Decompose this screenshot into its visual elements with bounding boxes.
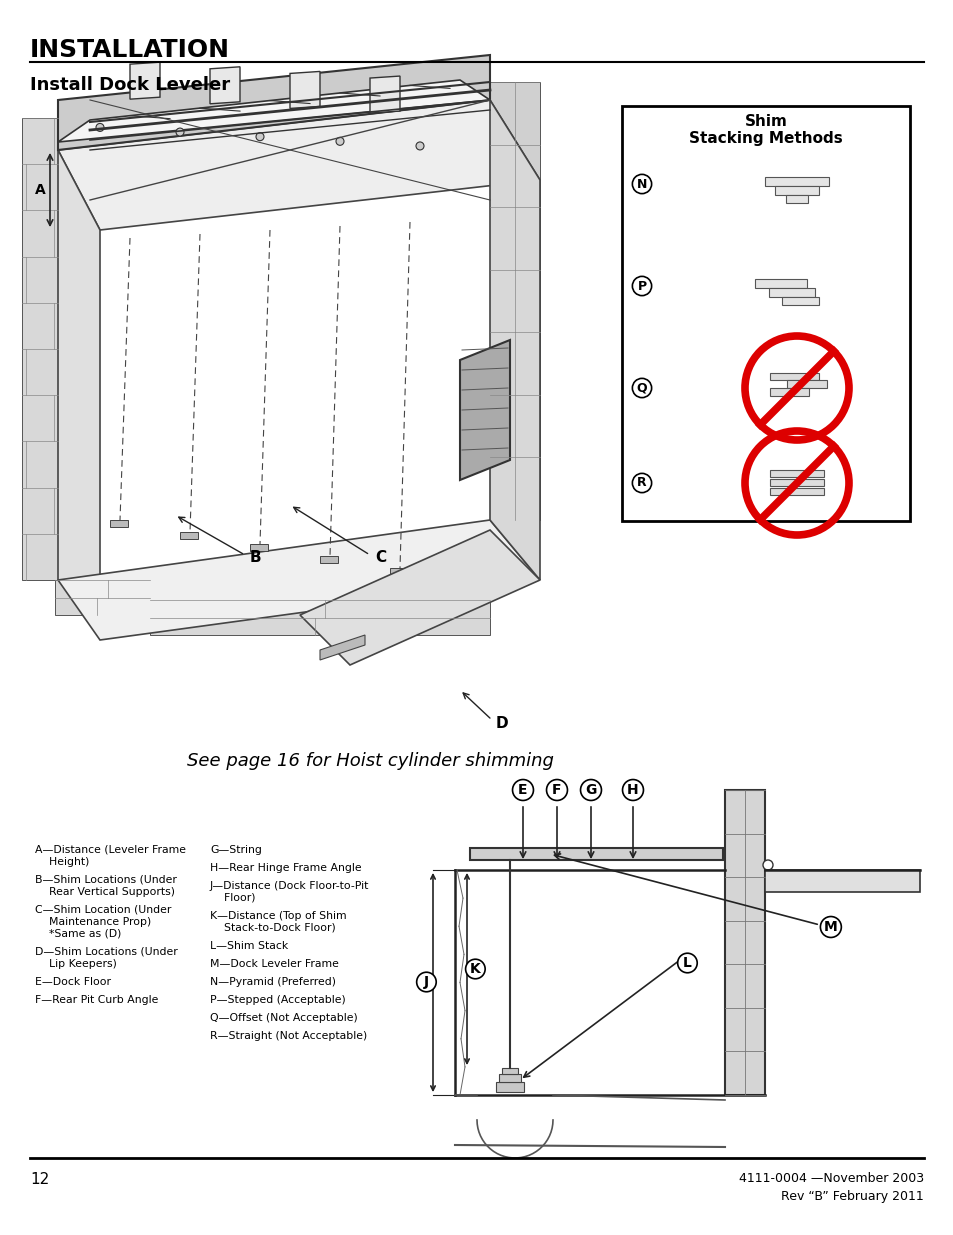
Polygon shape <box>290 72 319 109</box>
Text: A—Distance (Leveler Frame: A—Distance (Leveler Frame <box>35 845 186 855</box>
Text: N: N <box>637 178 646 190</box>
Circle shape <box>762 860 772 869</box>
Polygon shape <box>58 56 490 149</box>
Polygon shape <box>785 195 807 203</box>
Text: Q: Q <box>636 382 647 394</box>
Text: *Same as (D): *Same as (D) <box>35 929 121 939</box>
Text: A: A <box>35 183 46 198</box>
Polygon shape <box>768 288 814 296</box>
Polygon shape <box>774 186 818 195</box>
Polygon shape <box>490 100 539 580</box>
Polygon shape <box>496 1082 523 1092</box>
Polygon shape <box>724 790 764 1095</box>
Polygon shape <box>490 82 539 520</box>
Text: 12: 12 <box>30 1172 50 1187</box>
Circle shape <box>96 124 104 131</box>
Text: Maintenance Prop): Maintenance Prop) <box>35 918 152 927</box>
Polygon shape <box>319 556 337 563</box>
Text: B: B <box>250 551 261 566</box>
Text: E: E <box>517 783 527 797</box>
Text: D: D <box>496 715 508 730</box>
Polygon shape <box>210 67 240 104</box>
Text: H—Rear Hinge Frame Angle: H—Rear Hinge Frame Angle <box>210 863 361 873</box>
Text: Q—Offset (Not Acceptable): Q—Offset (Not Acceptable) <box>210 1013 357 1023</box>
Text: 4111-0004 —November 2003: 4111-0004 —November 2003 <box>739 1172 923 1186</box>
Text: Install Dock Leveler: Install Dock Leveler <box>30 77 230 94</box>
Text: Lip Keepers): Lip Keepers) <box>35 960 117 969</box>
Polygon shape <box>754 279 806 288</box>
Text: E—Dock Floor: E—Dock Floor <box>35 977 111 987</box>
Polygon shape <box>786 380 826 388</box>
Polygon shape <box>501 1068 517 1074</box>
Polygon shape <box>769 479 823 487</box>
Text: See page 16 for Hoist cylinder shimming: See page 16 for Hoist cylinder shimming <box>187 752 553 769</box>
Polygon shape <box>22 119 58 580</box>
Text: Height): Height) <box>35 857 90 867</box>
Text: H: H <box>626 783 639 797</box>
Text: L: L <box>682 956 691 969</box>
Polygon shape <box>58 520 539 640</box>
Polygon shape <box>58 80 490 142</box>
Polygon shape <box>769 388 808 396</box>
Text: P: P <box>637 279 646 293</box>
Polygon shape <box>299 530 539 664</box>
Text: F—Rear Pit Curb Angle: F—Rear Pit Curb Angle <box>35 995 158 1005</box>
Polygon shape <box>250 543 268 551</box>
Polygon shape <box>781 296 818 305</box>
Polygon shape <box>459 340 510 480</box>
Polygon shape <box>58 149 100 600</box>
Polygon shape <box>55 580 150 615</box>
Text: G: G <box>585 783 596 797</box>
FancyBboxPatch shape <box>621 106 909 521</box>
Polygon shape <box>470 848 722 860</box>
Text: Stack-to-Dock Floor): Stack-to-Dock Floor) <box>210 923 335 932</box>
Text: R: R <box>637 477 646 489</box>
Text: P—Stepped (Acceptable): P—Stepped (Acceptable) <box>210 995 345 1005</box>
Polygon shape <box>180 532 198 538</box>
Polygon shape <box>390 568 408 576</box>
Polygon shape <box>769 488 823 495</box>
Text: K: K <box>470 962 480 976</box>
Text: Floor): Floor) <box>210 893 255 903</box>
Circle shape <box>416 142 423 149</box>
Polygon shape <box>764 177 828 186</box>
Circle shape <box>335 137 344 146</box>
Text: C—Shim Location (Under: C—Shim Location (Under <box>35 905 172 915</box>
Polygon shape <box>150 600 490 635</box>
Circle shape <box>255 132 264 141</box>
Text: Shim
Stacking Methods: Shim Stacking Methods <box>688 114 842 147</box>
Polygon shape <box>319 635 365 659</box>
Text: L—Shim Stack: L—Shim Stack <box>210 941 288 951</box>
Text: G—String: G—String <box>210 845 262 855</box>
Text: INSTALLATION: INSTALLATION <box>30 38 230 62</box>
Text: Rev “B” February 2011: Rev “B” February 2011 <box>781 1191 923 1203</box>
Polygon shape <box>764 869 919 892</box>
Text: D—Shim Locations (Under: D—Shim Locations (Under <box>35 947 177 957</box>
Polygon shape <box>110 520 128 527</box>
Text: R—Straight (Not Acceptable): R—Straight (Not Acceptable) <box>210 1031 367 1041</box>
Text: J: J <box>423 974 429 989</box>
Polygon shape <box>370 77 399 114</box>
Polygon shape <box>498 1074 520 1082</box>
Text: Rear Vertical Supports): Rear Vertical Supports) <box>35 887 174 897</box>
Text: C: C <box>375 551 386 566</box>
Text: N—Pyramid (Preferred): N—Pyramid (Preferred) <box>210 977 335 987</box>
Text: M: M <box>823 920 837 934</box>
Text: M—Dock Leveler Frame: M—Dock Leveler Frame <box>210 960 338 969</box>
Text: F: F <box>552 783 561 797</box>
Text: J—Distance (Dock Floor-to-Pit: J—Distance (Dock Floor-to-Pit <box>210 881 369 890</box>
Polygon shape <box>769 373 818 380</box>
Polygon shape <box>58 100 539 230</box>
Polygon shape <box>769 471 823 477</box>
Polygon shape <box>130 62 160 99</box>
Circle shape <box>175 128 184 136</box>
Text: B—Shim Locations (Under: B—Shim Locations (Under <box>35 876 176 885</box>
Text: K—Distance (Top of Shim: K—Distance (Top of Shim <box>210 911 346 921</box>
